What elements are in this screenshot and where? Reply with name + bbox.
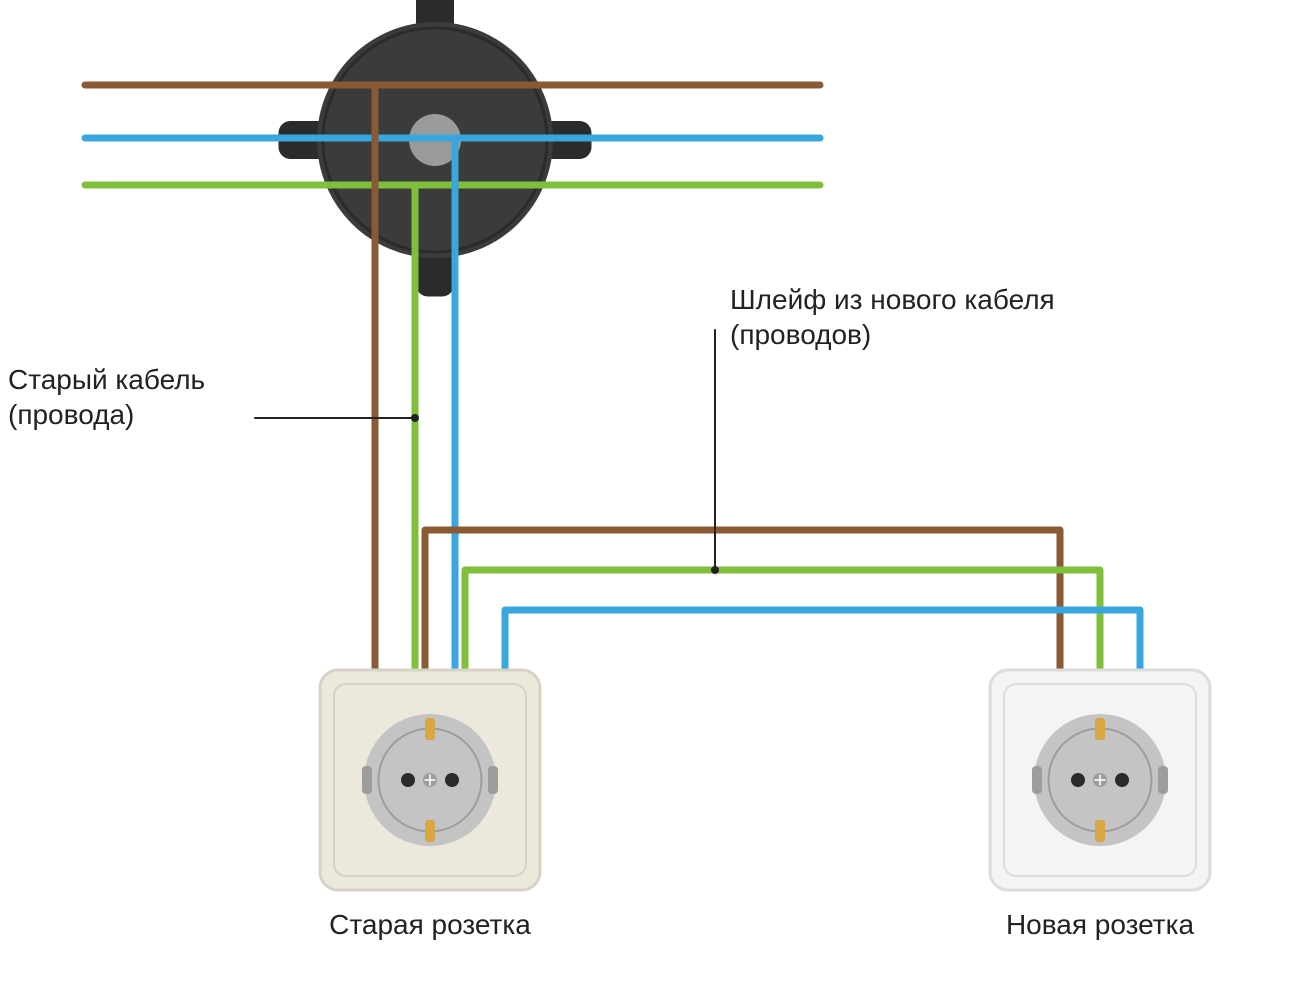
new-socket-label: Новая розетка: [990, 907, 1210, 942]
loop-cable: [425, 530, 1140, 670]
loop-cable-label: Шлейф из нового кабеля (проводов): [730, 282, 1055, 352]
leader-loop-cable: [711, 330, 719, 574]
old-socket-label: Старая розетка: [320, 907, 540, 942]
junction-box: [279, 0, 592, 297]
leader-old-cable: [255, 414, 419, 422]
old-cable-label: Старый кабель (провода): [8, 362, 205, 432]
old-socket: [320, 670, 540, 890]
new-socket: [990, 670, 1210, 890]
